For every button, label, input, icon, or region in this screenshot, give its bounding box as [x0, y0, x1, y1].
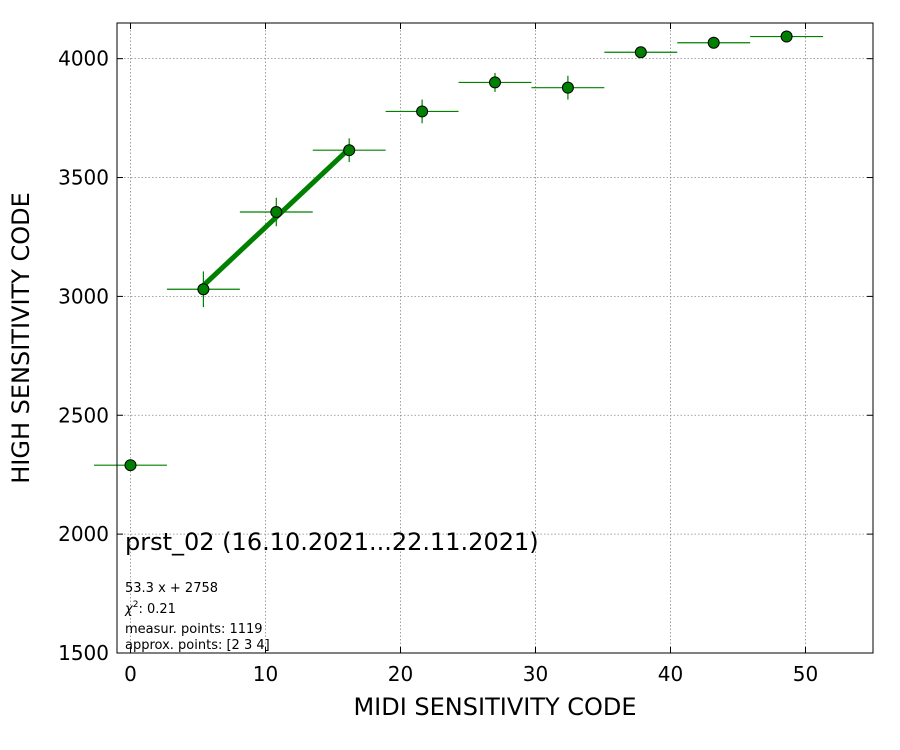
fit-equation: 53.3 x + 2758	[125, 581, 218, 596]
chi-symbol: χ	[124, 602, 134, 617]
y-tick-label: 2000	[58, 522, 109, 546]
y-tick-label: 3000	[58, 284, 109, 308]
x-tick-label: 0	[124, 662, 137, 686]
data-point	[707, 36, 720, 49]
tick-labels: 0 10 20 30 40 50 1500 2000 2500 3000 3500 4000	[58, 47, 818, 686]
chart-title: prst_02 (16.10.2021...22.11.2021)	[125, 528, 539, 556]
chi-value: : 0.21	[138, 602, 175, 617]
data-point	[270, 206, 283, 218]
errorbars	[94, 35, 824, 466]
data-point	[343, 144, 356, 157]
data-point	[634, 46, 647, 59]
data-point	[561, 81, 574, 94]
plot-frame	[116, 22, 874, 654]
data-point	[780, 30, 793, 43]
data-points	[124, 30, 793, 472]
chi-superscript: 2	[133, 600, 139, 610]
approx-points: approx. points: [2 3 4]	[125, 638, 270, 653]
x-tick-label: 50	[793, 662, 818, 686]
data-point	[124, 459, 137, 472]
y-tick-label: 3500	[58, 166, 109, 190]
chi-square: χ2: 0.21	[124, 600, 176, 617]
y-tick-label: 1500	[58, 641, 109, 665]
y-tick-label: 4000	[58, 47, 109, 71]
grid	[117, 23, 873, 654]
x-tick-label: 30	[523, 662, 548, 686]
data-point	[197, 283, 210, 296]
x-tick-label: 40	[658, 662, 683, 686]
x-tick-label: 10	[253, 662, 278, 686]
ticks	[117, 23, 873, 654]
data-point	[489, 76, 501, 89]
measur-points: measur. points: 1119	[125, 622, 263, 637]
data-point	[416, 105, 429, 118]
y-tick-label: 2500	[58, 403, 109, 427]
x-axis-label: MIDI SENSITIVITY CODE	[353, 693, 636, 721]
y-axis-label: HIGH SENSITIVITY CODE	[7, 192, 35, 484]
x-tick-label: 20	[388, 662, 413, 686]
